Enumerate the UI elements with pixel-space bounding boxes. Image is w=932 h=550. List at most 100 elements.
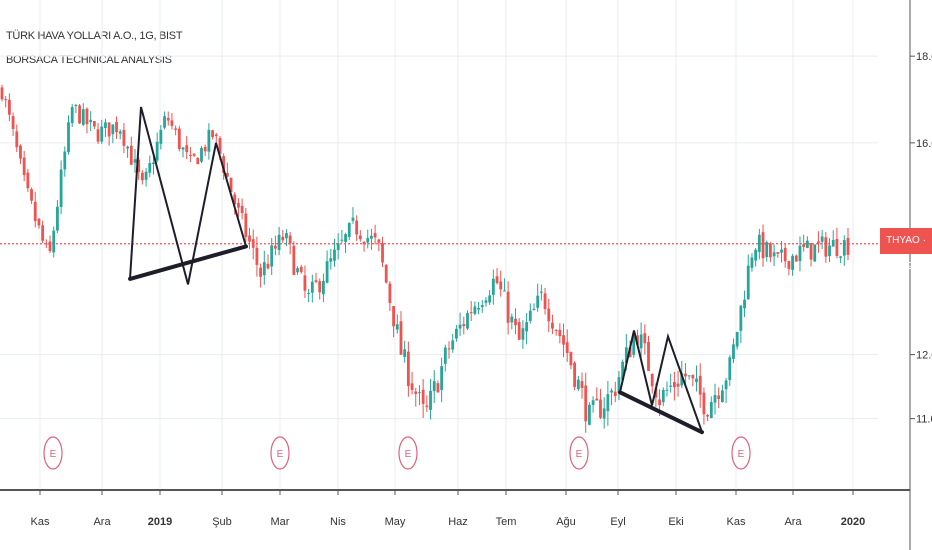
candle-body: [828, 245, 831, 257]
candle-body: [222, 156, 226, 173]
candle-body: [539, 291, 543, 293]
candle-body: [303, 275, 307, 291]
candle-body: [820, 236, 824, 242]
candle-body: [240, 205, 244, 213]
candle-body: [181, 147, 185, 150]
candle-body: [418, 392, 421, 394]
candle-body: [292, 245, 296, 275]
x-tick-label: Eyl: [610, 516, 625, 528]
candle-body: [443, 347, 447, 364]
candle-body: [152, 162, 155, 165]
candle-body: [104, 122, 107, 129]
x-tick-label: 2020: [841, 516, 865, 528]
candle-body: [155, 141, 159, 161]
candle-body: [717, 395, 721, 400]
candle-body: [684, 373, 687, 377]
x-tick-label: 2019: [148, 516, 172, 528]
event-marker-badge: [398, 436, 418, 470]
event-marker: E: [270, 436, 290, 470]
candle-body: [111, 124, 115, 135]
event-marker: E: [398, 436, 418, 470]
candle-body: [362, 241, 366, 245]
x-tick-label: Kas: [31, 516, 50, 528]
candle-body: [140, 172, 144, 181]
event-marker: E: [569, 436, 589, 470]
candle-body: [189, 154, 192, 156]
y-tick-label: 11.00: [916, 414, 932, 426]
candle-body: [528, 310, 532, 321]
candle-body: [63, 151, 67, 170]
candle-body: [177, 128, 181, 150]
candle-body: [551, 322, 554, 329]
candle-body: [388, 283, 392, 303]
candle-body: [225, 173, 229, 177]
candle-body: [403, 349, 407, 357]
candle-body: [432, 381, 436, 392]
candle-body: [129, 145, 133, 165]
chart-title: TÜRK HAVA YOLLARI A.O., 1G, BIST: [6, 30, 183, 42]
pattern-zigzag: [619, 330, 703, 433]
event-marker-label: E: [405, 449, 412, 460]
candle-body: [52, 230, 56, 253]
candle-body: [255, 247, 259, 265]
candle-body: [285, 233, 288, 239]
candle-body: [296, 268, 299, 273]
candle-body: [370, 235, 373, 239]
candle-body: [159, 130, 163, 144]
candle-body: [613, 391, 617, 397]
candle-body: [429, 390, 432, 410]
candle-body: [698, 375, 702, 395]
candle-body: [606, 394, 610, 412]
event-marker-label: E: [576, 449, 583, 460]
candle-body: [824, 237, 828, 257]
candle-body: [30, 189, 33, 201]
candle-body: [115, 121, 118, 133]
x-tick-label: Şub: [212, 516, 232, 528]
event-marker-badge: [731, 436, 751, 470]
candle-body: [569, 352, 573, 366]
candle-body: [406, 351, 410, 387]
candle-body: [270, 245, 274, 267]
candle-body: [137, 159, 141, 173]
candle-body: [259, 267, 263, 277]
candle-body: [621, 361, 625, 381]
candle-body: [11, 116, 15, 129]
candle-body: [410, 383, 414, 390]
candle-body: [636, 335, 639, 345]
candle-body: [203, 146, 207, 152]
candle-body: [44, 243, 48, 245]
candle-body: [310, 281, 314, 293]
candle-body: [713, 395, 717, 403]
candle-body: [392, 306, 395, 327]
candle-body: [325, 261, 329, 283]
candle-body: [669, 385, 673, 387]
candle-body: [170, 120, 174, 126]
candle-body: [70, 107, 74, 124]
candle-body: [480, 305, 484, 308]
candle-body: [617, 377, 621, 393]
event-marker-badge: [43, 436, 63, 470]
candle-body: [643, 333, 647, 344]
event-marker: E: [731, 436, 751, 470]
candle-body: [207, 129, 211, 152]
candle-body: [33, 201, 37, 222]
candle-body: [414, 391, 418, 394]
candle-body: [839, 256, 843, 258]
candle-body: [351, 217, 355, 221]
candle-body: [661, 389, 665, 403]
candle-body: [196, 157, 200, 165]
candle-body: [229, 177, 233, 193]
candle-body: [355, 220, 359, 235]
candle-body: [322, 281, 325, 295]
candle-body: [809, 243, 813, 260]
candle-body: [831, 240, 835, 247]
candle-body: [558, 329, 562, 337]
candle-body: [691, 374, 695, 379]
candle-body: [7, 99, 11, 115]
candle-body: [554, 330, 558, 332]
candle-body: [665, 389, 669, 391]
candle-body: [687, 375, 691, 377]
candle-body: [288, 235, 292, 244]
candle-body: [233, 194, 237, 205]
